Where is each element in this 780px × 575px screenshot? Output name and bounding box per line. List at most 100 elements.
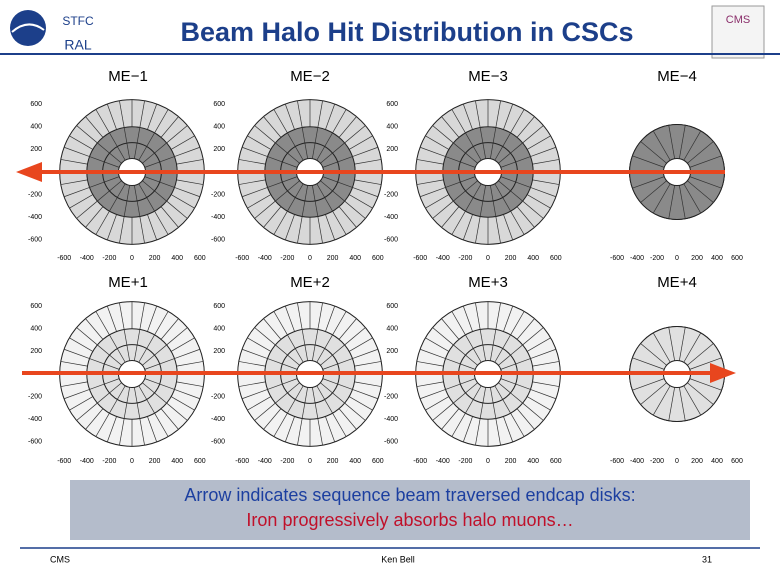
chamber-edge (160, 408, 179, 430)
chamber-edge (679, 387, 686, 421)
chamber-edge (317, 418, 323, 446)
chamber-edge (95, 412, 110, 437)
chamber-edge (254, 327, 276, 346)
chamber-edge (241, 187, 268, 198)
chamber-edge (344, 125, 366, 144)
chamber-edge (451, 210, 466, 235)
chamber-edge (63, 348, 90, 359)
x-tick-label: -400 (630, 255, 644, 262)
chamber-edge (160, 318, 179, 340)
x-tick-label: -200 (102, 255, 116, 262)
footer-center: Ken Bell (381, 554, 415, 564)
chamber-edge (632, 155, 665, 168)
chamber-edge (683, 332, 702, 363)
chamber-edge (176, 381, 204, 387)
chamber-edge (174, 187, 201, 198)
x-tick-label: 0 (675, 255, 679, 262)
chamber-edge (432, 125, 454, 144)
chamber-edge (503, 103, 514, 130)
chamber-edge (462, 305, 473, 332)
chamber-edge (441, 318, 460, 340)
x-tick-label: 0 (675, 458, 679, 465)
chamber-edge (69, 396, 94, 411)
chamber-edge (687, 343, 714, 366)
chamber-edge (273, 109, 288, 134)
chamber-edge (522, 125, 544, 144)
chamber-edge (640, 343, 667, 366)
x-tick-label: 200 (505, 255, 517, 262)
x-tick-label: 600 (372, 458, 384, 465)
y-tick-label: 200 (386, 146, 398, 153)
x-tick-label: 200 (149, 255, 161, 262)
y-tick-label: -600 (211, 237, 225, 244)
x-tick-label: -600 (610, 255, 624, 262)
chamber-edge (273, 311, 288, 336)
chamber-edge (532, 159, 560, 165)
chamber-edge (338, 318, 357, 340)
chamber-edge (95, 109, 110, 134)
x-tick-label: -400 (258, 458, 272, 465)
chamber-edge (352, 389, 379, 400)
y-tick-label: -600 (28, 237, 42, 244)
chamber-edge (516, 206, 535, 228)
chamber-edge (354, 179, 382, 185)
y-tick-label: 400 (213, 124, 225, 131)
chamber-edge (451, 109, 466, 134)
chamber-edge (247, 194, 272, 209)
chamber-edge (344, 200, 366, 219)
x-tick-label: -600 (235, 458, 249, 465)
chamber-edge (325, 416, 336, 443)
panel-label: ME+2 (290, 274, 330, 291)
chamber-edge (241, 389, 268, 400)
y-tick-label: -200 (384, 191, 398, 198)
chamber-edge (238, 361, 266, 367)
chamber-edge (338, 116, 357, 138)
y-tick-label: -200 (211, 393, 225, 400)
x-tick-label: -200 (280, 255, 294, 262)
x-tick-label: -400 (80, 255, 94, 262)
chamber-edge (530, 348, 557, 359)
panel-label: ME+3 (468, 274, 508, 291)
x-tick-label: 400 (527, 458, 539, 465)
chamber-edge (503, 416, 514, 443)
y-tick-label: 400 (30, 326, 42, 333)
chamber-edge (263, 206, 282, 228)
panel-label: ME−4 (657, 68, 697, 85)
chamber-edge (425, 194, 450, 209)
y-tick-label: 200 (30, 348, 42, 355)
chamber-edge (416, 159, 444, 165)
x-tick-label: -600 (57, 255, 71, 262)
chamber-edge (119, 418, 125, 446)
chamber-edge (139, 418, 145, 446)
chamber-edge (683, 183, 702, 214)
x-tick-label: 200 (327, 255, 339, 262)
chamber-edge (119, 100, 125, 128)
cms-logo-text: CMS (726, 14, 750, 26)
arrow-head (710, 363, 736, 383)
chamber-edge (532, 361, 560, 367)
x-tick-label: 400 (349, 255, 361, 262)
stfc-logo (10, 10, 46, 46)
chamber-edge (160, 116, 179, 138)
chamber-edge (76, 327, 98, 346)
chamber-edge (451, 412, 466, 437)
caption-line: Iron progressively absorbs halo muons… (246, 510, 573, 530)
chamber-edge (475, 302, 481, 330)
y-tick-label: -400 (384, 416, 398, 423)
chamber-edge (668, 125, 675, 159)
x-tick-label: -400 (80, 458, 94, 465)
chamber-edge (510, 210, 525, 235)
chamber-edge (176, 361, 204, 367)
chamber-edge (119, 216, 125, 244)
chamber-edge (119, 302, 125, 330)
x-tick-label: 400 (171, 255, 183, 262)
chamber-edge (503, 214, 514, 241)
chamber-edge (139, 216, 145, 244)
chamber-edge (475, 100, 481, 128)
y-tick-label: -400 (211, 416, 225, 423)
arrow-head (16, 162, 42, 182)
chamber-edge (352, 146, 379, 157)
x-tick-label: 200 (327, 458, 339, 465)
chamber-edge (85, 116, 104, 138)
chamber-edge (462, 416, 473, 443)
